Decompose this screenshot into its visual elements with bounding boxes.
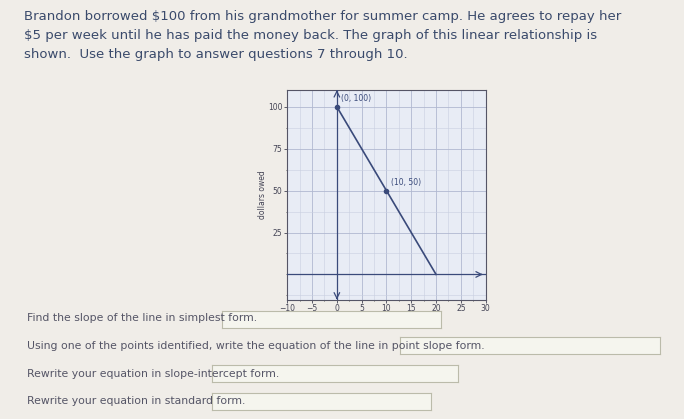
Text: Rewrite your equation in slope-intercept form.: Rewrite your equation in slope-intercept… <box>27 369 280 379</box>
Text: (10, 50): (10, 50) <box>391 178 421 187</box>
Text: Rewrite your equation in standard form.: Rewrite your equation in standard form. <box>27 396 246 406</box>
Text: (0, 100): (0, 100) <box>341 95 371 103</box>
Text: Using one of the points identified, write the equation of the line in point slop: Using one of the points identified, writ… <box>27 341 485 351</box>
Y-axis label: dollars owed: dollars owed <box>258 171 267 219</box>
X-axis label: weeks: weeks <box>374 315 399 324</box>
Text: Brandon borrowed $100 from his grandmother for summer camp. He agrees to repay h: Brandon borrowed $100 from his grandmoth… <box>24 10 621 62</box>
Text: Find the slope of the line in simplest form.: Find the slope of the line in simplest f… <box>27 313 257 323</box>
